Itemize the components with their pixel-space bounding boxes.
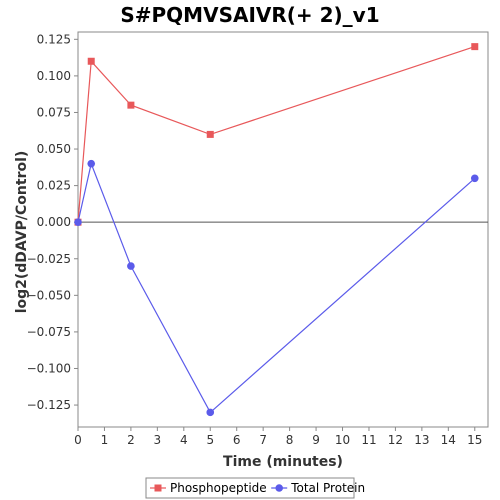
y-tick-label: 0.000 (37, 215, 71, 229)
legend-marker (275, 484, 284, 492)
y-tick-label: −0.050 (27, 288, 71, 302)
legend-marker (154, 484, 162, 492)
x-tick-label: 8 (286, 433, 294, 447)
x-tick-label: 7 (259, 433, 267, 447)
x-axis-title: Time (minutes) (223, 454, 343, 470)
y-tick-label: 0.025 (37, 179, 71, 193)
chart-title: S#PQMVSAIVR(+ 2)_v1 (120, 3, 379, 27)
x-tick-label: 15 (467, 433, 482, 447)
y-tick-label: −0.025 (27, 252, 71, 266)
data-point (206, 408, 215, 417)
y-axis-title: log2(dDAVP/Control) (14, 151, 30, 314)
x-tick-label: 12 (388, 433, 403, 447)
x-tick-label: 13 (414, 433, 429, 447)
x-tick-label: 2 (127, 433, 135, 447)
x-tick-label: 6 (233, 433, 241, 447)
x-tick-label: 10 (335, 433, 350, 447)
data-point (74, 218, 82, 226)
x-tick-label: 4 (180, 433, 188, 447)
x-tick-label: 3 (154, 433, 162, 447)
data-point (206, 130, 214, 138)
y-tick-label: 0.075 (37, 105, 71, 119)
legend-label: Phosphopeptide (170, 481, 267, 495)
y-tick-label: 0.125 (37, 32, 71, 46)
y-tick-label: 0.050 (37, 142, 71, 156)
x-tick-label: 9 (312, 433, 320, 447)
y-tick-label: −0.100 (27, 361, 71, 375)
y-tick-label: −0.125 (27, 398, 71, 412)
x-tick-label: 0 (74, 433, 82, 447)
legend-label: Total Protein (290, 481, 365, 495)
plot-area: 0.125 0.100 0.075 0.050 0.025 0.000 −0.025 −0.0… (27, 31, 489, 447)
legend-box (145, 477, 355, 499)
x-tick-label: 11 (361, 433, 376, 447)
plot-frame (77, 31, 489, 428)
data-point (470, 174, 479, 183)
data-point (471, 43, 479, 51)
y-tick-label: 0.100 (37, 69, 71, 83)
legend: Phosphopeptide Total Protein (145, 477, 365, 499)
x-tick-label: 14 (441, 433, 456, 447)
data-point (127, 262, 135, 270)
data-point (87, 159, 96, 168)
x-tick-label: 1 (101, 433, 109, 447)
x-tick-label: 5 (206, 433, 214, 447)
data-point (87, 57, 95, 65)
data-point (127, 101, 135, 109)
y-tick-label: −0.075 (27, 325, 71, 339)
